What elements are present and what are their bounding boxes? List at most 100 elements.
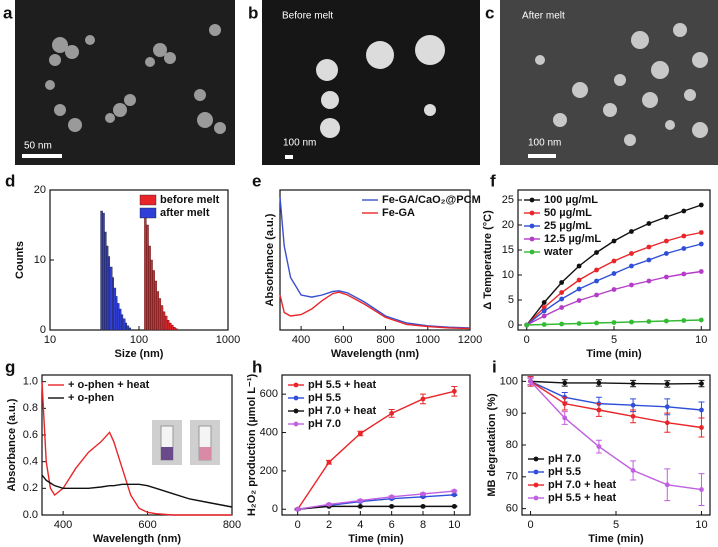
panel-label: c xyxy=(485,3,494,22)
y-tick-label: 20 xyxy=(34,184,46,196)
data-point xyxy=(681,271,687,277)
y-axis-label: MB degradation (%) xyxy=(486,393,498,497)
y-tick-label: 0 xyxy=(272,503,278,515)
y-tick-label: 15 xyxy=(502,244,514,256)
y-tick-label: 0.6 xyxy=(23,429,38,441)
data-point xyxy=(630,468,636,473)
legend-marker xyxy=(293,395,299,401)
x-axis-label: Wavelength (nm) xyxy=(93,533,182,545)
legend-label: + o-phen xyxy=(68,392,114,404)
series-line xyxy=(526,270,702,326)
data-point xyxy=(596,407,602,413)
x-tick-label: 0 xyxy=(524,334,530,346)
series-line xyxy=(279,291,471,330)
legend-label: pH 5.5 xyxy=(308,392,341,404)
histogram-bar xyxy=(150,259,153,331)
x-tick-label: 400 xyxy=(292,334,310,346)
x-axis-label: Wavelength (nm) xyxy=(331,348,420,360)
x-axis-label: Time (min) xyxy=(588,533,644,545)
data-point xyxy=(559,296,565,302)
x-axis-label: Size (nm) xyxy=(115,348,164,360)
y-tick-label: 5 xyxy=(508,294,514,306)
legend-label: 50 µg/mL xyxy=(544,207,592,219)
data-point xyxy=(541,305,547,310)
data-point xyxy=(576,321,582,326)
data-point xyxy=(451,503,457,509)
scale-bar-label: 50 nm xyxy=(24,141,52,152)
panel-label: d xyxy=(5,171,15,190)
series-line xyxy=(530,380,702,411)
data-point xyxy=(698,269,704,274)
data-point xyxy=(629,319,634,325)
data-point xyxy=(420,396,426,402)
legend-label: pH 7.0 + heat xyxy=(308,405,377,417)
legend-label: 25 µg/mL xyxy=(544,220,592,232)
legend-marker xyxy=(293,408,299,414)
panel-label: a xyxy=(3,3,13,22)
y-tick-label: 0.4 xyxy=(23,456,38,468)
histogram-bar xyxy=(175,328,178,331)
y-tick-label: 200 xyxy=(260,465,278,477)
legend-label: before melt xyxy=(160,194,220,206)
data-point xyxy=(541,308,547,314)
data-point xyxy=(559,280,565,285)
plot-frame xyxy=(281,374,471,516)
data-point xyxy=(389,494,395,500)
image-caption: Before melt xyxy=(282,11,333,22)
data-point xyxy=(646,244,652,250)
data-point xyxy=(559,321,565,327)
plot-area xyxy=(41,381,233,516)
y-tick-label: 0 xyxy=(40,324,46,336)
series-line xyxy=(41,474,233,508)
data-point xyxy=(594,278,599,284)
series-line xyxy=(530,380,702,491)
y-tick-label: 400 xyxy=(260,426,278,438)
y-tick-label: 70 xyxy=(506,471,518,483)
legend-label: pH 5.5 + heat xyxy=(308,379,377,391)
histogram-bar xyxy=(166,320,170,331)
x-tick-label: 10 xyxy=(448,519,460,531)
data-point xyxy=(576,298,582,303)
x-tick-label: 800 xyxy=(223,519,241,531)
y-tick-label: 10 xyxy=(34,254,46,266)
histogram-bar xyxy=(113,287,117,331)
legend-marker xyxy=(293,421,299,427)
data-point xyxy=(699,425,704,430)
data-point xyxy=(663,274,669,280)
data-point xyxy=(541,313,547,319)
data-point xyxy=(576,286,582,292)
x-tick-label: 5 xyxy=(611,334,617,346)
y-tick-label: 80 xyxy=(506,439,518,451)
histogram-bar xyxy=(170,324,174,331)
legend-marker xyxy=(529,197,535,203)
x-axis-label: Time (min) xyxy=(348,533,404,545)
histogram-bar xyxy=(107,256,111,331)
histogram-bar xyxy=(112,277,114,331)
x-tick-label: 5 xyxy=(613,519,619,531)
micrograph-b xyxy=(262,0,480,165)
y-tick-label: 20 xyxy=(502,219,514,231)
panel-label: i xyxy=(492,357,497,376)
legend-label: Fe-GA xyxy=(382,207,415,219)
legend-marker xyxy=(529,249,535,255)
micrograph-a xyxy=(15,0,235,165)
y-axis-label: Counts xyxy=(14,241,26,279)
data-point xyxy=(664,482,670,488)
inset-photos xyxy=(152,420,220,465)
histogram-bar xyxy=(115,296,118,331)
legend-swatch xyxy=(139,207,157,219)
data-point xyxy=(698,241,704,247)
x-tick-label: 600 xyxy=(334,334,352,346)
data-point xyxy=(357,431,363,436)
histogram-bar xyxy=(162,311,166,331)
data-point xyxy=(646,221,652,226)
histogram-bar xyxy=(146,224,149,331)
legend-swatch xyxy=(139,194,157,206)
y-tick-label: 0.0 xyxy=(23,509,38,521)
plot-frame xyxy=(279,189,471,331)
data-point xyxy=(663,251,669,256)
legend-label: + o-phen + heat xyxy=(68,379,150,391)
image-caption: After melt xyxy=(522,11,565,22)
legend-marker xyxy=(529,210,535,216)
histogram-bar xyxy=(104,231,107,331)
